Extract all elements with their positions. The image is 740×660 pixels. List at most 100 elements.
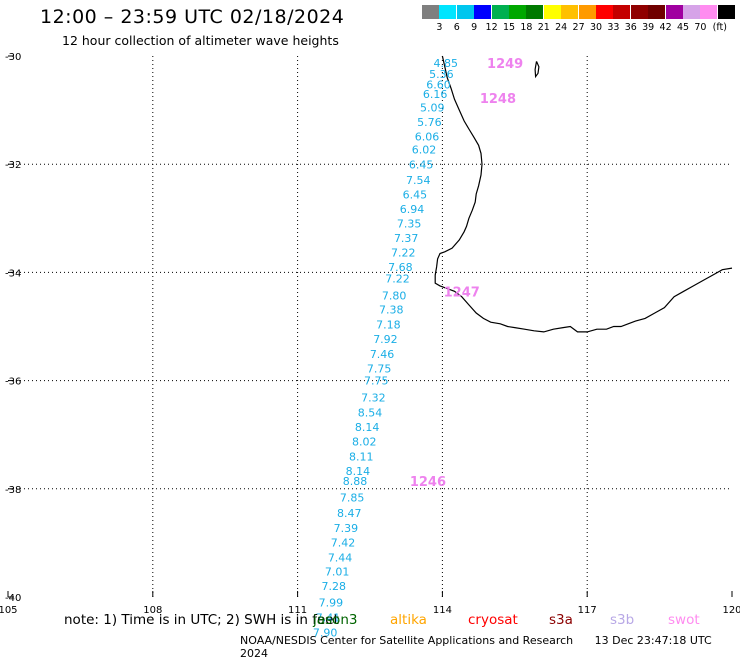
swh-value-label: 7.22 <box>391 246 416 259</box>
scale-label: 12 <box>485 22 498 33</box>
scale-label: 27 <box>572 22 585 33</box>
hour-label: 1249 <box>487 57 523 72</box>
swh-value-label: 5.36 <box>429 68 454 81</box>
scale-swatch <box>439 5 457 19</box>
scale-label: 45 <box>676 22 690 33</box>
scale-swatch <box>509 5 526 19</box>
scale-label: 6 <box>453 22 460 33</box>
scale-swatch <box>665 5 683 19</box>
scale-label: 30 <box>589 22 603 33</box>
lat-tick-label: -30 <box>5 52 21 63</box>
axis-tick-labels: 105 108 111 114 117 120 -30 -32 -34 -36 -38 -40 <box>0 52 740 616</box>
swh-value-label: 8.54 <box>358 407 383 420</box>
swh-value-label: 7.75 <box>367 363 392 376</box>
scale-label: 24 <box>555 22 568 33</box>
swh-value-label: 5.09 <box>420 101 445 114</box>
swh-value-label: 6.02 <box>412 144 437 157</box>
swh-value-label: 7.37 <box>394 232 419 245</box>
lat-lon-grid <box>8 56 732 597</box>
altimeter-track: 4.855.366.606.165.095.766.066.026.457.54… <box>313 57 458 640</box>
scale-swatch <box>648 5 666 19</box>
swh-value-label: 7.80 <box>382 290 407 303</box>
coastline-path <box>434 55 733 333</box>
swh-value-label: 7.42 <box>331 536 356 549</box>
swh-value-label: 7.18 <box>376 318 401 331</box>
swh-value-label: 7.41 <box>316 612 341 625</box>
lat-tick-label: -32 <box>5 160 21 171</box>
swh-value-label: 8.88 <box>343 475 368 488</box>
scale-swatch <box>613 5 631 19</box>
swh-value-label: 7.44 <box>328 552 353 565</box>
satellite-s3b: s3b <box>610 612 635 628</box>
lat-tick-label: -40 <box>5 593 21 604</box>
satellite-cryosat: cryosat <box>468 612 518 628</box>
swh-value-label: 7.32 <box>361 391 386 404</box>
scale-label: 70 <box>694 22 707 33</box>
scale-swatch <box>491 5 509 19</box>
lon-tick-label: 120 <box>722 605 740 616</box>
swh-value-label: 8.02 <box>352 436 377 449</box>
satellite-swot: swot <box>668 612 700 628</box>
scale-label: 21 <box>537 22 550 33</box>
swh-value-label: 7.46 <box>370 348 395 361</box>
swh-value-label: 8.14 <box>355 421 380 434</box>
swh-value-label: 6.60 <box>426 79 451 92</box>
swh-value-label: 7.75 <box>364 375 389 388</box>
swh-value-label: 4.85 <box>434 57 459 70</box>
scale-swatch <box>578 5 596 19</box>
scale-label: 9 <box>471 22 478 33</box>
scale-swatch <box>717 5 735 19</box>
scale-swatch <box>561 5 579 19</box>
credit-text: NOAA/NESDIS Center for Satellite Applica… <box>240 634 574 647</box>
scale-label: 36 <box>624 22 637 33</box>
hour-labels: 1249 1248 1247 1246 <box>410 57 523 490</box>
lon-tick-label: 117 <box>578 605 597 616</box>
scale-swatch <box>526 5 544 19</box>
footer-note: note: 1) Time is in UTC; 2) SWH is in fe… <box>64 612 339 628</box>
swh-value-label: 7.39 <box>334 522 359 535</box>
map-title: 12:00 – 23:59 UTC 02/18/2024 <box>40 6 345 28</box>
swh-value-label: 7.85 <box>340 491 365 504</box>
swh-value-label: 8.14 <box>346 465 371 478</box>
island-outline <box>534 61 540 79</box>
scale-swatch <box>683 5 700 19</box>
swh-value-label: 5.76 <box>417 116 442 129</box>
scale-label: 39 <box>642 22 655 33</box>
swh-value-label: 7.35 <box>397 218 422 231</box>
swh-value-label: 8.47 <box>337 507 362 520</box>
swh-value-label: 6.45 <box>403 188 428 201</box>
swh-value-label: 6.94 <box>400 203 425 216</box>
scale-label: 15 <box>502 22 516 33</box>
satellite-jason3: jason3 <box>313 612 358 628</box>
scale-swatch <box>596 5 613 19</box>
lat-tick-label: -34 <box>5 268 21 279</box>
swh-value-label: 7.01 <box>325 566 350 579</box>
swh-value-label: 6.06 <box>415 131 440 144</box>
map-subtitle: 12 hour collection of altimeter wave hei… <box>62 33 339 48</box>
scale-label: 33 <box>607 22 620 33</box>
swh-value-label: 7.68 <box>388 261 413 274</box>
lon-tick-label: 108 <box>143 605 162 616</box>
scale-swatch <box>422 5 439 19</box>
swh-value-label: 6.45 <box>409 159 434 172</box>
scale-unit: (ft) <box>712 22 727 33</box>
satellite-altika: altika <box>390 612 427 628</box>
scale-swatch <box>456 5 474 19</box>
scale-swatch <box>543 5 561 19</box>
hour-label: 1246 <box>410 475 446 490</box>
scale-label: 3 <box>436 22 443 33</box>
swh-value-label: 8.11 <box>349 450 374 463</box>
lon-tick-label: 105 <box>0 605 18 616</box>
lat-tick-label: -36 <box>5 377 21 388</box>
coastline <box>434 55 733 333</box>
swh-value-label: 7.28 <box>322 580 347 593</box>
swh-value-label: 7.92 <box>373 333 398 346</box>
scale-swatch <box>630 5 648 19</box>
swh-value-label: 6.16 <box>423 88 448 101</box>
swh-value-label: 7.54 <box>406 174 431 187</box>
scale-swatch <box>700 5 718 19</box>
swh-value-label: 7.38 <box>379 304 404 317</box>
lon-tick-label: 114 <box>433 605 452 616</box>
scale-label: 42 <box>659 22 672 33</box>
